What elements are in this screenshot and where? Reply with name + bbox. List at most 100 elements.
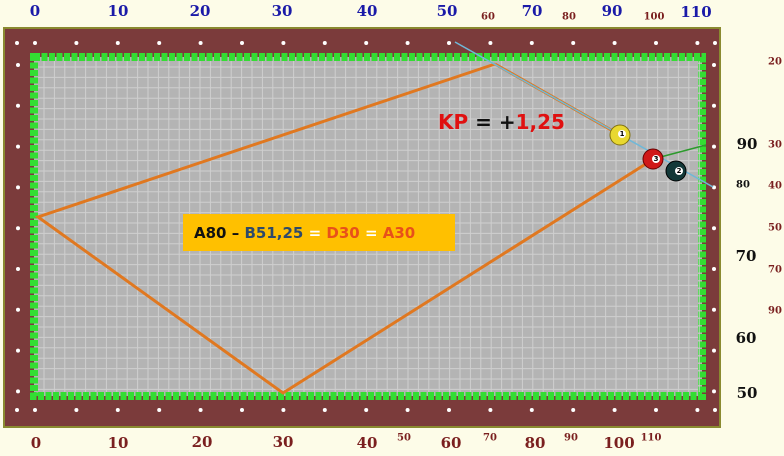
ball-path — [34, 62, 653, 395]
diamond — [115, 408, 120, 412]
diamond — [16, 185, 20, 190]
formula-part: = — [309, 224, 322, 242]
diamond — [488, 408, 493, 412]
formula-box — [183, 214, 455, 251]
top-scale-label: 0 — [30, 2, 40, 20]
diamond — [447, 408, 451, 412]
bottom-scale-label: 20 — [192, 433, 213, 451]
diamond — [322, 408, 327, 412]
kp-sign: = + — [475, 110, 515, 134]
diamond — [15, 41, 19, 45]
diamond — [240, 41, 244, 45]
right-scale-outer-label: 30 — [768, 140, 782, 151]
diamond — [712, 307, 716, 312]
top-scale-minor-label: 60 — [481, 12, 495, 23]
right-scale-outer-label: 50 — [768, 223, 782, 234]
diamond — [115, 41, 120, 45]
ball-label: 3 — [654, 155, 659, 163]
diamonds — [15, 41, 717, 412]
diamond — [571, 41, 576, 45]
top-scale-label: 30 — [272, 2, 293, 20]
top-scale-label: 110 — [680, 3, 711, 21]
bottom-scale-minor-label: 50 — [397, 433, 411, 444]
formula-part: A80 — [194, 224, 226, 242]
diamond — [654, 41, 658, 45]
right-scale-label: 50 — [737, 384, 758, 402]
diamond — [571, 408, 576, 412]
diamond — [364, 408, 369, 412]
diamond — [712, 63, 716, 67]
diamond — [74, 408, 79, 412]
diamond — [16, 348, 20, 353]
diamond — [612, 41, 617, 45]
diamond — [612, 408, 617, 412]
diamond — [712, 267, 716, 271]
diamond — [198, 41, 203, 45]
formula-part: A30 — [383, 224, 415, 242]
right-scale-label: 90 — [737, 135, 758, 153]
diamond — [488, 41, 493, 45]
top-scale-label: 20 — [190, 2, 211, 20]
diamond — [16, 226, 20, 231]
formula-part: B51,25 — [244, 224, 303, 242]
bottom-scale-label: 40 — [357, 434, 378, 452]
diamond — [15, 408, 19, 412]
top-scale-label: 40 — [357, 2, 378, 20]
diamond — [405, 41, 410, 45]
bottom-scale-minor-label: 110 — [641, 433, 662, 444]
formula-part: D30 — [326, 224, 359, 242]
diamond — [281, 41, 286, 45]
diamond — [654, 408, 658, 412]
right-scale-label: 70 — [736, 247, 757, 265]
diamond — [198, 408, 203, 412]
diamond — [74, 41, 79, 45]
right-scale-outer-label: 40 — [768, 181, 782, 192]
ball-label: 1 — [620, 130, 625, 138]
diamond — [157, 408, 162, 412]
top-scale-minor-label: 80 — [562, 12, 576, 23]
diamond — [16, 63, 20, 67]
diamond — [695, 41, 700, 45]
ball-spot — [675, 167, 683, 175]
bottom-scale-label: 100 — [603, 434, 634, 452]
kp-value: 1,25 — [516, 110, 565, 134]
formula-part: – — [232, 224, 240, 242]
right-scale-outer-label: 20 — [768, 57, 782, 68]
diamond — [281, 408, 286, 412]
diamond — [695, 408, 700, 412]
top-scale-label: 90 — [602, 2, 623, 20]
diamond — [33, 41, 37, 45]
diamond — [447, 41, 451, 45]
bottom-scale-label: 10 — [108, 434, 129, 452]
bottom-scale-label: 60 — [441, 434, 462, 452]
diamond — [712, 144, 716, 149]
bottom-scale-label: 30 — [273, 433, 294, 451]
diamond — [712, 103, 716, 108]
top-scale-label: 70 — [522, 2, 543, 20]
formula: A80 – B51,25 = D30 = A30 — [194, 224, 415, 242]
right-scale-label: 60 — [736, 329, 757, 347]
diamond — [16, 389, 20, 394]
diamond — [405, 408, 410, 412]
ball-label: 2 — [677, 167, 682, 175]
kp-label: KP — [438, 110, 468, 134]
diamond — [16, 103, 20, 108]
diamond — [529, 41, 534, 45]
formula-part: = — [365, 224, 378, 242]
diamond — [529, 408, 534, 412]
bottom-scale-minor-label: 70 — [483, 433, 497, 444]
top-scale-minor-label: 100 — [644, 12, 665, 23]
bottom-scale-label: 80 — [525, 434, 546, 452]
bottom-scale-minor-label: 90 — [564, 433, 578, 444]
right-scale-inner-label: 80 — [736, 180, 750, 191]
kp: KP = +1,25 — [438, 110, 565, 134]
diamond — [364, 41, 369, 45]
diamond — [240, 408, 244, 412]
ball-spot — [618, 130, 626, 138]
diamond — [712, 348, 716, 353]
diamond — [16, 307, 20, 312]
right-scale-outer-label: 70 — [768, 265, 782, 276]
diamond — [712, 389, 716, 394]
bottom-scale-label: 0 — [31, 434, 41, 452]
